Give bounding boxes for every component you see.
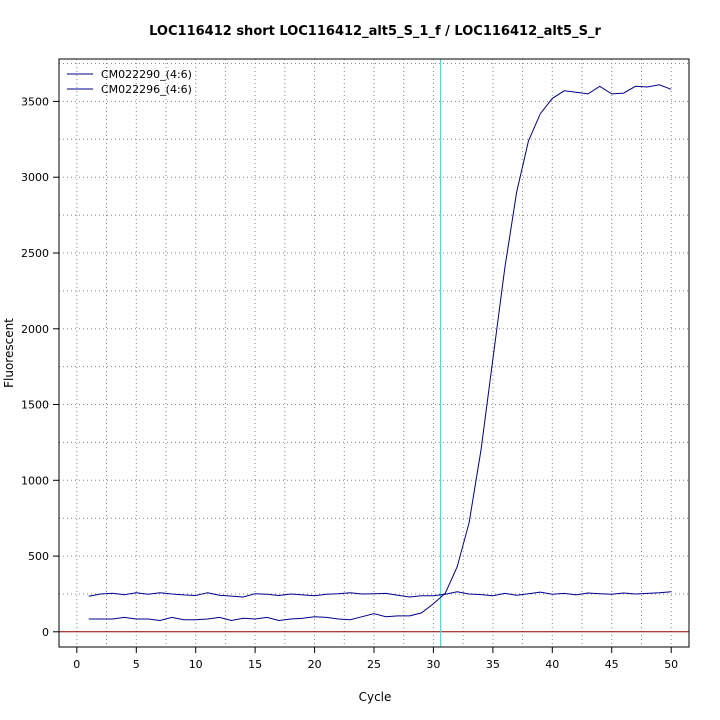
- x-tick-label: 50: [664, 658, 678, 671]
- y-tick-label: 2500: [21, 247, 49, 260]
- chart-title: LOC116412 short LOC116412_alt5_S_1_f / L…: [149, 24, 601, 39]
- y-axis: 0 500 1000 1500 2000 2500 3000 3500: [21, 95, 59, 639]
- x-tick-label: 40: [545, 658, 559, 671]
- y-tick-label: 3000: [21, 171, 49, 184]
- x-tick-label: 10: [189, 658, 203, 671]
- x-tick-label: 0: [73, 658, 80, 671]
- x-tick-label: 45: [605, 658, 619, 671]
- x-axis: 0 5 10 15 20 25 30 35 40 45 50: [73, 647, 678, 671]
- legend: CM022290_(4:6) CM022296_(4:6): [67, 68, 192, 96]
- y-tick-label: 2000: [21, 323, 49, 336]
- legend-label: CM022290_(4:6): [101, 68, 192, 81]
- y-tick-label: 3500: [21, 95, 49, 108]
- x-tick-label: 30: [426, 658, 440, 671]
- grid: [59, 59, 689, 647]
- series-layer: [88, 84, 672, 622]
- y-tick-label: 0: [42, 626, 49, 639]
- series-line-2: [88, 84, 672, 622]
- y-tick-label: 1000: [21, 474, 49, 487]
- series-line-1: [88, 591, 672, 598]
- y-tick-label: 1500: [21, 399, 49, 412]
- y-tick-label: 500: [28, 550, 49, 563]
- x-tick-label: 20: [308, 658, 322, 671]
- y-axis-label: Fluorescent: [2, 318, 16, 388]
- x-tick-label: 5: [133, 658, 140, 671]
- legend-label: CM022296_(4:6): [101, 83, 192, 96]
- x-tick-label: 35: [486, 658, 500, 671]
- x-tick-label: 25: [367, 658, 381, 671]
- x-axis-label: Cycle: [359, 690, 392, 704]
- x-tick-label: 15: [248, 658, 262, 671]
